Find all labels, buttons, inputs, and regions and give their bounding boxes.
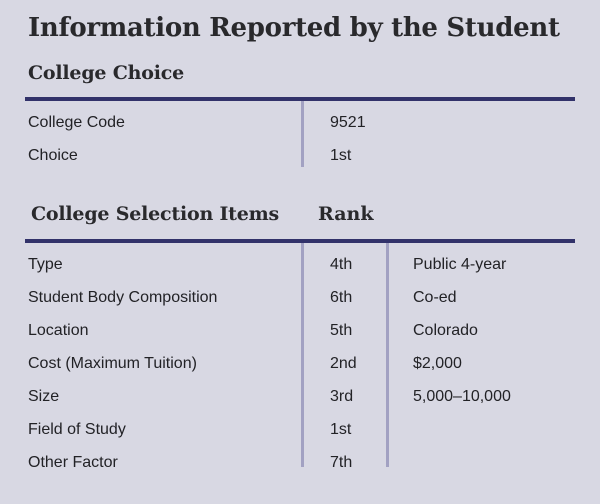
college-choice-heading: College Choice: [28, 62, 184, 84]
college-selection-rule: [25, 239, 575, 243]
row-label: Location: [28, 322, 89, 339]
table-row: Choice 1st: [25, 139, 575, 172]
row-rank: 7th: [330, 454, 353, 471]
row-label: Size: [28, 388, 60, 405]
table-row: Field of Study 1st: [25, 413, 575, 446]
row-label: Cost (Maximum Tuition): [28, 355, 197, 372]
college-selection-heading: College Selection Items: [31, 203, 280, 225]
row-rank: 5th: [330, 322, 353, 339]
column-divider: [301, 243, 304, 467]
rank-column-header: Rank: [318, 203, 374, 225]
row-label: College Code: [28, 114, 125, 131]
table-row: Size 3rd 5,000–10,000: [25, 380, 575, 413]
table-row: Type 4th Public 4-year: [25, 248, 575, 281]
column-divider: [301, 101, 304, 167]
row-value: [389, 413, 575, 446]
row-value: 1st: [330, 147, 352, 164]
table-row: Cost (Maximum Tuition) 2nd $2,000: [25, 347, 575, 380]
table-row: Location 5th Colorado: [25, 314, 575, 347]
row-value: Co-ed: [413, 289, 457, 306]
college-choice-table: College Code 9521 Choice 1st: [25, 101, 575, 172]
row-rank: 1st: [330, 421, 352, 438]
row-value: Public 4-year: [413, 256, 507, 273]
row-label: Choice: [28, 147, 78, 164]
college-selection-table: Type 4th Public 4-year Student Body Comp…: [25, 243, 575, 479]
row-value: $2,000: [413, 355, 462, 372]
college-selection-heading-row: College Selection Items Rank: [25, 203, 575, 227]
row-value: [389, 446, 575, 479]
row-rank: 6th: [330, 289, 353, 306]
college-choice-rule: [25, 97, 575, 101]
row-value: Colorado: [413, 322, 478, 339]
column-divider: [386, 243, 389, 467]
table-row: Student Body Composition 6th Co-ed: [25, 281, 575, 314]
row-value: 9521: [330, 114, 366, 131]
row-label: Type: [28, 256, 63, 273]
row-rank: 3rd: [330, 388, 354, 405]
report-panel: Information Reported by the Student Coll…: [25, 14, 575, 479]
table-row: Other Factor 7th: [25, 446, 575, 479]
row-label: Student Body Composition: [28, 289, 218, 306]
table-row: College Code 9521: [25, 106, 575, 139]
row-rank: 2nd: [330, 355, 357, 372]
row-rank: 4th: [330, 256, 353, 273]
row-label: Other Factor: [28, 454, 118, 471]
page-title: Information Reported by the Student: [28, 13, 560, 43]
row-label: Field of Study: [28, 421, 126, 438]
row-value: 5,000–10,000: [413, 388, 511, 405]
